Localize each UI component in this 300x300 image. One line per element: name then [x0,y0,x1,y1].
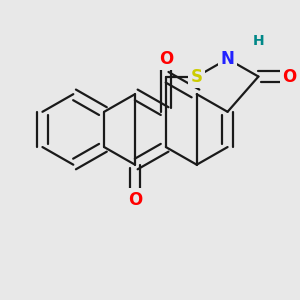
Text: O: O [282,68,296,85]
Text: H: H [253,34,264,48]
Text: S: S [191,68,203,85]
Text: O: O [128,191,142,209]
Text: N: N [220,50,235,68]
Text: H: H [253,34,264,48]
Text: O: O [159,50,173,68]
